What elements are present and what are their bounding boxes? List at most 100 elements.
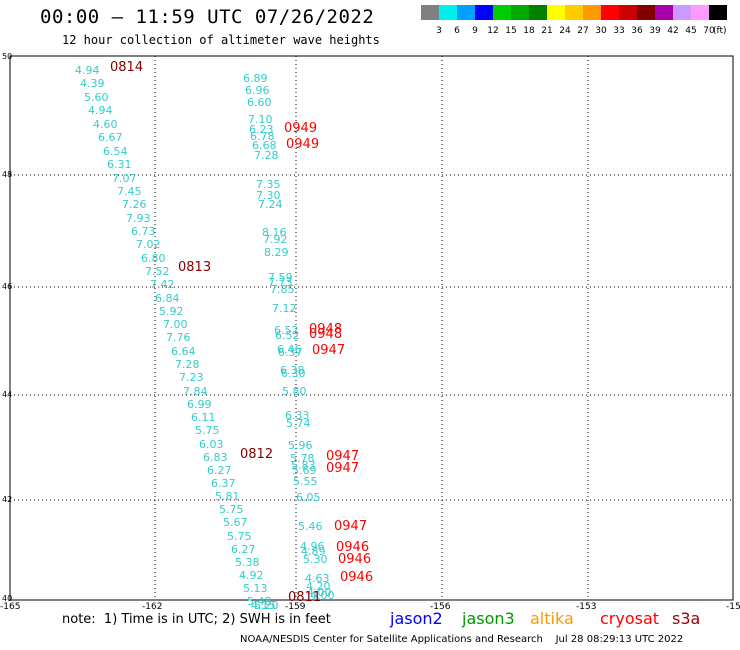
- wave-height-value: 6.52: [274, 324, 299, 337]
- wave-height-value: 7.35: [256, 178, 281, 191]
- wave-height-value: 6.83: [203, 451, 228, 464]
- wave-height-value: 5.78: [290, 452, 315, 465]
- wave-height-value: 6.84: [155, 292, 180, 305]
- pass-time-label: 0812: [240, 447, 274, 462]
- wave-height-value: 7.76: [166, 331, 191, 344]
- wave-height-value: 6.31: [107, 158, 132, 171]
- pass-time-label: 0814: [110, 60, 144, 75]
- legend-tick-label: 21: [541, 26, 553, 36]
- x-tick-label: -156: [430, 602, 451, 612]
- satellite-name-jason3: jason3: [462, 609, 515, 628]
- legend-tick-label: 36: [631, 26, 643, 36]
- wave-height-value: 7.59: [268, 271, 293, 284]
- wave-height-value: 6.03: [199, 438, 224, 451]
- legend-swatch: [619, 5, 637, 20]
- legend-tick-label: 33: [613, 26, 625, 36]
- wave-height-value: 6.89: [243, 72, 268, 85]
- legend-swatch: [421, 5, 439, 20]
- pass-time-label: 0948: [309, 327, 343, 342]
- y-tick-label: 44: [2, 390, 13, 399]
- wave-height-value: 5.75: [227, 530, 252, 543]
- footer-note: note: 1) Time is in UTC; 2) SWH is in fe…: [62, 612, 331, 627]
- wave-height-value: 6.96: [245, 84, 270, 97]
- legend-swatch: [583, 5, 601, 20]
- wave-height-value: 7.00: [163, 318, 188, 331]
- pass-time-label: 0946: [336, 540, 370, 555]
- wave-height-value: 7.92: [263, 233, 288, 246]
- wave-height-value: 4.15: [251, 599, 276, 612]
- wave-height-value: 4.94: [88, 104, 113, 117]
- wave-height-value: 6.73: [131, 225, 156, 238]
- footer-credit: NOAA/NESDIS Center for Satellite Applica…: [240, 634, 684, 645]
- wave-height-value: 5.92: [159, 305, 184, 318]
- legend-swatch: [673, 5, 691, 20]
- wave-height-value: 4.94: [75, 64, 100, 77]
- legend-tick-label: 24: [559, 26, 571, 36]
- wave-height-value: 4.96: [300, 540, 325, 553]
- wave-height-value: 7.85: [270, 283, 295, 296]
- wave-height-value: 5.80: [282, 385, 307, 398]
- wave-height-value: 6.78: [250, 130, 275, 143]
- x-tick-label: -162: [142, 602, 163, 612]
- wave-height-value: 8.29: [264, 246, 289, 259]
- page-subtitle: 12 hour collection of altimeter wave hei…: [62, 33, 380, 47]
- wave-height-value: 6.37: [278, 346, 303, 359]
- wave-height-value: 7.23: [179, 371, 204, 384]
- wave-height-value: 5.75: [219, 503, 244, 516]
- wave-height-value: 7.30: [256, 189, 281, 202]
- wave-height-value: 6.99: [187, 398, 212, 411]
- legend-tick-label: 6: [454, 26, 460, 36]
- wave-height-value: 6.27: [231, 543, 256, 556]
- wave-height-value: 6.60: [247, 96, 272, 109]
- pass-time-label: 0947: [334, 519, 368, 534]
- legend-swatch: [511, 5, 529, 20]
- wave-height-value: 4.20: [306, 580, 331, 593]
- legend-tick-label: 39: [649, 26, 661, 36]
- pass-time-label: 0811: [288, 590, 322, 605]
- legend-swatch: [547, 5, 565, 20]
- wave-height-value: 4.92: [239, 569, 264, 582]
- legend-swatch: [637, 5, 655, 20]
- x-tick-label: -153: [576, 602, 597, 612]
- wave-height-value: 6.46: [277, 343, 302, 356]
- y-tick-label: 40: [2, 594, 13, 603]
- wave-height-value: 5.48: [247, 595, 272, 608]
- legend-tick-label: 3: [436, 26, 442, 36]
- wave-height-value: 5.74: [286, 417, 311, 430]
- wave-height-value: 6.67: [98, 131, 123, 144]
- legend-tick-label: 30: [595, 26, 607, 36]
- wave-height-value: 5.83: [291, 459, 316, 472]
- wave-height-value: 5.96: [288, 439, 313, 452]
- wave-height-value: 7.93: [126, 212, 151, 225]
- wave-height-value: 6.23: [249, 123, 274, 136]
- y-tick-label: 48: [2, 170, 13, 179]
- wave-height-value: 5.81: [215, 490, 240, 503]
- satellite-name-s3a: s3a: [672, 609, 701, 628]
- wave-height-value: 6.68: [252, 139, 277, 152]
- wave-height-value: 6.54: [103, 145, 128, 158]
- wave-height-value: 6.52: [275, 329, 300, 342]
- wave-height-value: 7.26: [122, 198, 147, 211]
- wave-height-value: 6.38: [280, 364, 305, 377]
- wave-height-value: 4.63: [305, 572, 330, 585]
- legend-tick-label: 9: [472, 26, 478, 36]
- legend-tick-label: 27: [577, 26, 589, 36]
- wave-height-value: 5.55: [293, 475, 318, 488]
- x-tick-label: -159: [285, 602, 306, 612]
- wave-height-value: 6.05: [296, 491, 321, 504]
- wave-height-value: 7.10: [248, 113, 273, 126]
- legend-tick-label: 70: [703, 26, 715, 36]
- wave-height-value: 4.89: [301, 545, 326, 558]
- legend-swatch: [565, 5, 583, 20]
- wave-height-value: 5.13: [243, 582, 268, 595]
- legend-swatch: [457, 5, 475, 20]
- wave-height-value: 4.60: [93, 118, 118, 131]
- wave-height-value: 5.38: [235, 556, 260, 569]
- legend-swatch: [655, 5, 673, 20]
- wave-height-value: 8.16: [262, 226, 287, 239]
- wave-height-value: 6.80: [141, 252, 166, 265]
- pass-time-label: 0946: [340, 570, 374, 585]
- legend-swatch: [529, 5, 547, 20]
- legend-tick-label: 15: [505, 26, 517, 36]
